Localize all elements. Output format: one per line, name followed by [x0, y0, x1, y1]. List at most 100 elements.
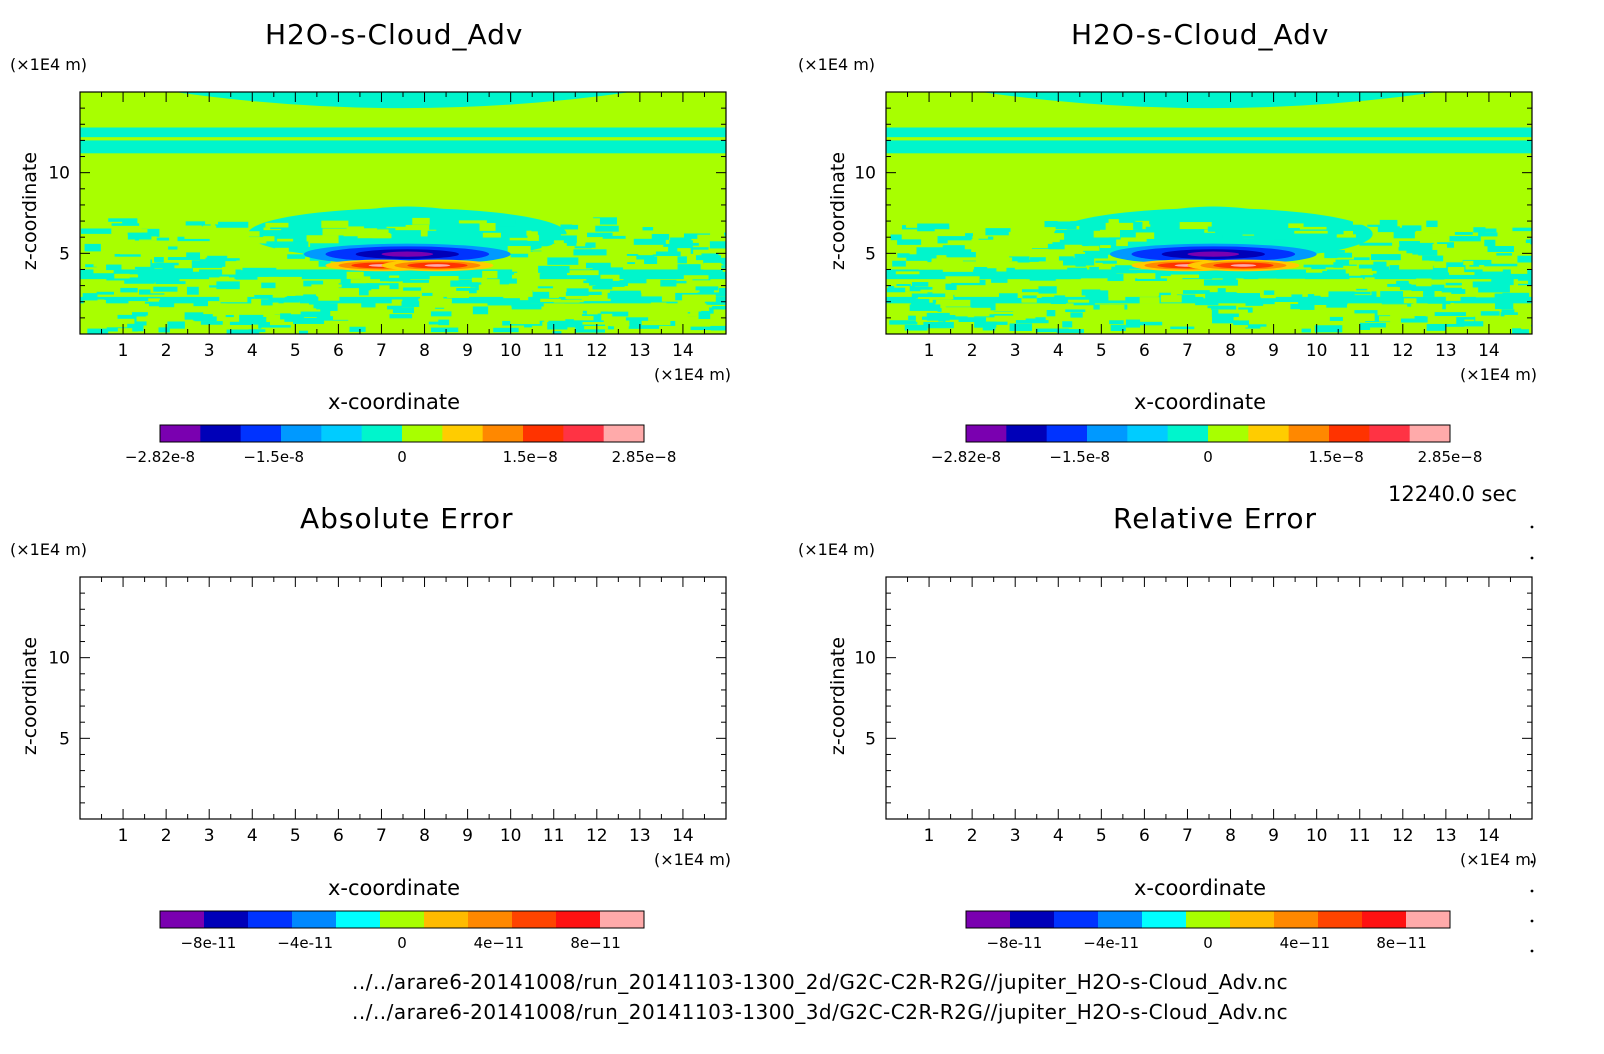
- field-cell: [676, 239, 686, 245]
- field-cell: [1183, 317, 1203, 321]
- field-cell: [566, 299, 584, 303]
- x-tick-label: 6: [333, 826, 344, 846]
- field-cell: [1258, 278, 1276, 285]
- field-cell: [1483, 316, 1509, 322]
- y-tick-label: 10: [854, 649, 876, 669]
- field-cell: [1531, 245, 1532, 253]
- field-cell: [1207, 305, 1237, 310]
- field-cell: [467, 298, 500, 303]
- field-cell: [1125, 282, 1151, 286]
- field-cell: [319, 271, 338, 279]
- field-cell: [1105, 222, 1139, 231]
- field-cell: [205, 217, 219, 225]
- field-cell: [1160, 295, 1182, 303]
- field-cell: [1139, 224, 1151, 227]
- field-cell: [1305, 269, 1328, 273]
- field-cell: [136, 316, 168, 322]
- field-cell: [971, 302, 996, 311]
- x-tick-label: 8: [1225, 826, 1236, 846]
- field-cell: [993, 311, 1025, 315]
- field-cell: [1307, 302, 1332, 305]
- x-tick-label: 3: [204, 826, 215, 846]
- field-cell: [517, 266, 541, 274]
- field-cell: [320, 320, 333, 327]
- field-cell: [471, 277, 487, 283]
- field-cell: [724, 232, 726, 237]
- field-cell: [493, 327, 519, 333]
- field-cell: [1445, 282, 1462, 286]
- field-cell: [1505, 280, 1529, 284]
- field-cell: [1179, 222, 1212, 230]
- field-cell: [380, 277, 411, 282]
- field-cell: [587, 232, 613, 238]
- field-cell: [533, 288, 567, 292]
- field-cell: [1139, 290, 1160, 296]
- field-cell: [974, 266, 997, 272]
- field-cell: [683, 275, 709, 280]
- field-cell: [538, 265, 570, 273]
- field-cell: [1209, 231, 1237, 236]
- field-cell: [1108, 219, 1119, 226]
- field-cell: [1027, 226, 1039, 230]
- field-cell: [1067, 267, 1087, 275]
- field-cell: [208, 301, 221, 308]
- field-cell: [1290, 304, 1305, 310]
- field-cell: [421, 292, 433, 297]
- field-cell: [918, 297, 952, 300]
- colorbar-swatch: [321, 425, 363, 442]
- field-cell: [1091, 324, 1105, 329]
- x-tick-label: 7: [376, 826, 387, 846]
- field-cell: [1303, 264, 1337, 268]
- x-tick-label: 11: [543, 341, 565, 361]
- field-cell: [1322, 270, 1346, 278]
- field-cell: [697, 234, 725, 242]
- x-tick-label: 11: [543, 826, 565, 846]
- field-cell: [87, 328, 109, 334]
- ylabel-tl: z-coordinate: [19, 151, 41, 271]
- field-cell: [338, 283, 372, 289]
- field-cell: [193, 300, 218, 307]
- field-cell: [1482, 228, 1497, 233]
- x-tick-label: 13: [1435, 826, 1457, 846]
- field-cell: [134, 318, 147, 326]
- field-cell: [1102, 279, 1126, 285]
- field-cell: [677, 329, 711, 333]
- field-cell: [1414, 233, 1439, 240]
- field-cell: [1531, 324, 1532, 328]
- field-cell: [707, 221, 726, 229]
- field-cell: [1021, 295, 1037, 303]
- field-cell: [637, 291, 659, 294]
- field-cell: [1426, 220, 1438, 228]
- field-cell: [622, 314, 652, 318]
- field-cell: [486, 219, 516, 227]
- field-cell: [573, 249, 607, 256]
- field-cell: [154, 255, 164, 263]
- field-cell: [428, 321, 439, 325]
- field-cell: [1423, 289, 1435, 297]
- field-cell: [1447, 244, 1463, 247]
- colorbar-swatch: [1127, 425, 1169, 442]
- field-cell: [623, 290, 639, 298]
- field-cell: [1137, 273, 1156, 279]
- field-cell: [248, 329, 266, 333]
- field-cell: [227, 253, 250, 259]
- margin-dot: [1530, 556, 1534, 560]
- field-cell: [1199, 272, 1233, 279]
- field-cell: [1273, 236, 1287, 240]
- field-band: [80, 140, 726, 154]
- field-cell: [1311, 266, 1326, 270]
- field-band: [80, 269, 726, 280]
- field-cell: [706, 299, 726, 305]
- field-cell: [1447, 266, 1465, 273]
- field-cell: [886, 287, 906, 293]
- field-cell: [1062, 294, 1095, 297]
- field-cell: [1434, 312, 1466, 316]
- colorbar-swatch: [1406, 911, 1451, 928]
- field-cell: [958, 317, 987, 322]
- ylabel-tr: z-coordinate: [827, 151, 849, 271]
- field-cell: [723, 219, 726, 228]
- field-cell: [488, 231, 514, 235]
- field-cell: [482, 232, 501, 238]
- field-cell: [1017, 314, 1036, 319]
- colorbar-swatch: [563, 425, 605, 442]
